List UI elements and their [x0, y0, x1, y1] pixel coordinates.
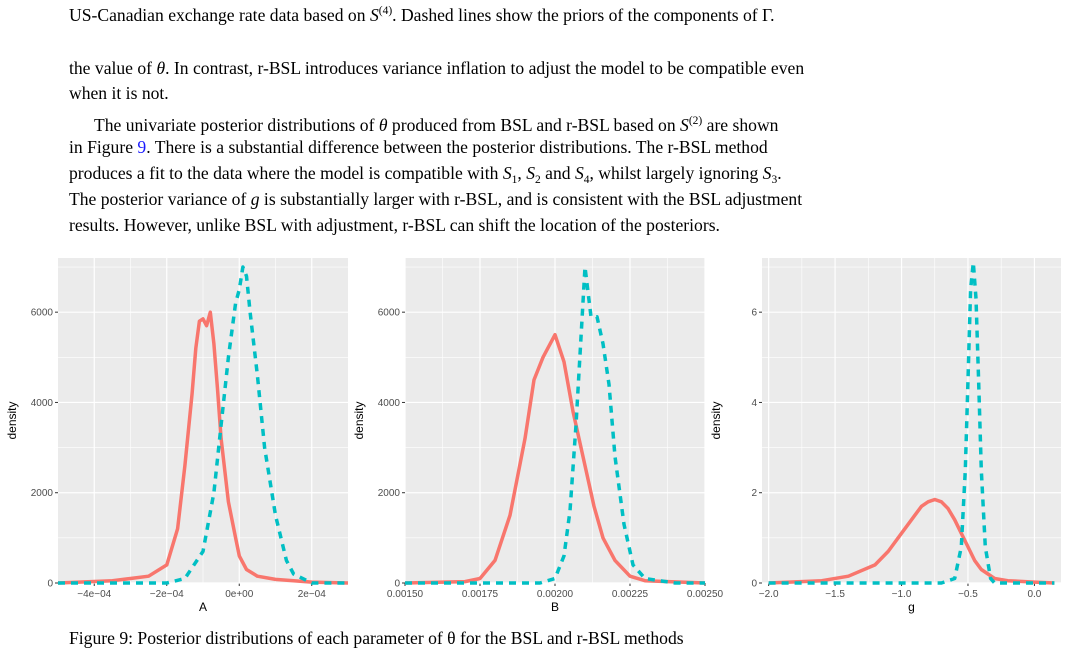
prior-density-dashed-line [768, 260, 1055, 585]
y-tick-label: 0 [751, 579, 757, 590]
posterior-density-figure: −4e−04 −2e−04 0e+00 2e−04 0 2000 4000 6000 Adens… [5, 258, 1061, 614]
figure-9-link[interactable]: 9 [137, 137, 147, 157]
y-tick-label: 6000 [31, 308, 54, 319]
plot-panel-background [762, 258, 1061, 583]
y-tick-label: 2 [751, 488, 757, 499]
x-tick-label: 0.00150 [387, 589, 424, 600]
prior-density-dashed-line [405, 265, 705, 585]
posterior-density-line [57, 310, 349, 585]
paragraph-2-line-5: results. However, unlike BSL with adjust… [69, 215, 720, 235]
x-tick-label: −2.0 [759, 589, 779, 600]
posterior-density-line [404, 332, 706, 585]
y-tick-label: 0 [394, 579, 400, 590]
paragraph-1-line-1: the value of θ. In contrast, r-BSL intro… [69, 58, 805, 78]
paragraph-1-line-2: when it is not. [69, 83, 169, 103]
y-axis-label: density [5, 401, 19, 439]
x-axis-label: g [908, 600, 915, 614]
x-tick-label: 0.00175 [462, 589, 499, 600]
x-tick-label: 0.0 [1027, 589, 1041, 600]
y-tick-label: 6000 [378, 308, 401, 319]
density-plot-A: −4e−04 −2e−04 0e+00 2e−04 0 2000 4000 6000 Adens… [5, 258, 349, 614]
y-tick-label: 0 [47, 579, 53, 590]
x-tick-label: −2e−04 [150, 589, 184, 600]
paragraph-2-line-2: in Figure 9. There is a substantial diff… [69, 137, 768, 157]
y-tick-label: 4 [751, 398, 757, 409]
y-axis-label: density [709, 401, 723, 439]
posterior-density-line [768, 497, 1055, 585]
prior-density-dashed-line [58, 265, 348, 585]
figure-caption-continuation: US-Canadian exchange rate data based on … [69, 5, 775, 25]
y-tick-label: 6 [751, 308, 757, 319]
figure-9-caption: Figure 9: Posterior distributions of eac… [69, 628, 684, 648]
x-tick-label: −0.5 [958, 589, 978, 600]
x-tick-label: 2e−04 [298, 589, 327, 600]
x-tick-label: 0.00200 [537, 589, 574, 600]
density-plot-g: −2.0 −1.5 −1.0 −0.5 0.0 0 2 4 6 g density [709, 258, 1061, 614]
x-tick-label: −4e−04 [77, 589, 111, 600]
paragraph-2-line-4: The posterior variance of g is substanti… [69, 189, 803, 209]
x-axis-label: B [551, 600, 559, 614]
y-tick-label: 2000 [378, 488, 401, 499]
paragraph-2-line-3: produces a fit to the data where the mod… [69, 163, 782, 186]
x-tick-label: 0.00225 [612, 589, 649, 600]
x-tick-label: −1.0 [892, 589, 912, 600]
y-tick-label: 2000 [31, 488, 54, 499]
density-plot-B: 0.00150 0.00175 0.00200 0.00225 0.00250 0 2000… [352, 258, 724, 614]
y-tick-label: 4000 [378, 398, 401, 409]
x-tick-label: −1.5 [825, 589, 845, 600]
y-tick-label: 4000 [31, 398, 54, 409]
paragraph-2-line-1: The univariate posterior distributions o… [94, 115, 779, 135]
x-tick-label: 0e+00 [225, 589, 254, 600]
x-axis-label: A [199, 600, 207, 614]
x-tick-label: 0.00250 [687, 589, 724, 600]
y-axis-label: density [352, 401, 366, 439]
